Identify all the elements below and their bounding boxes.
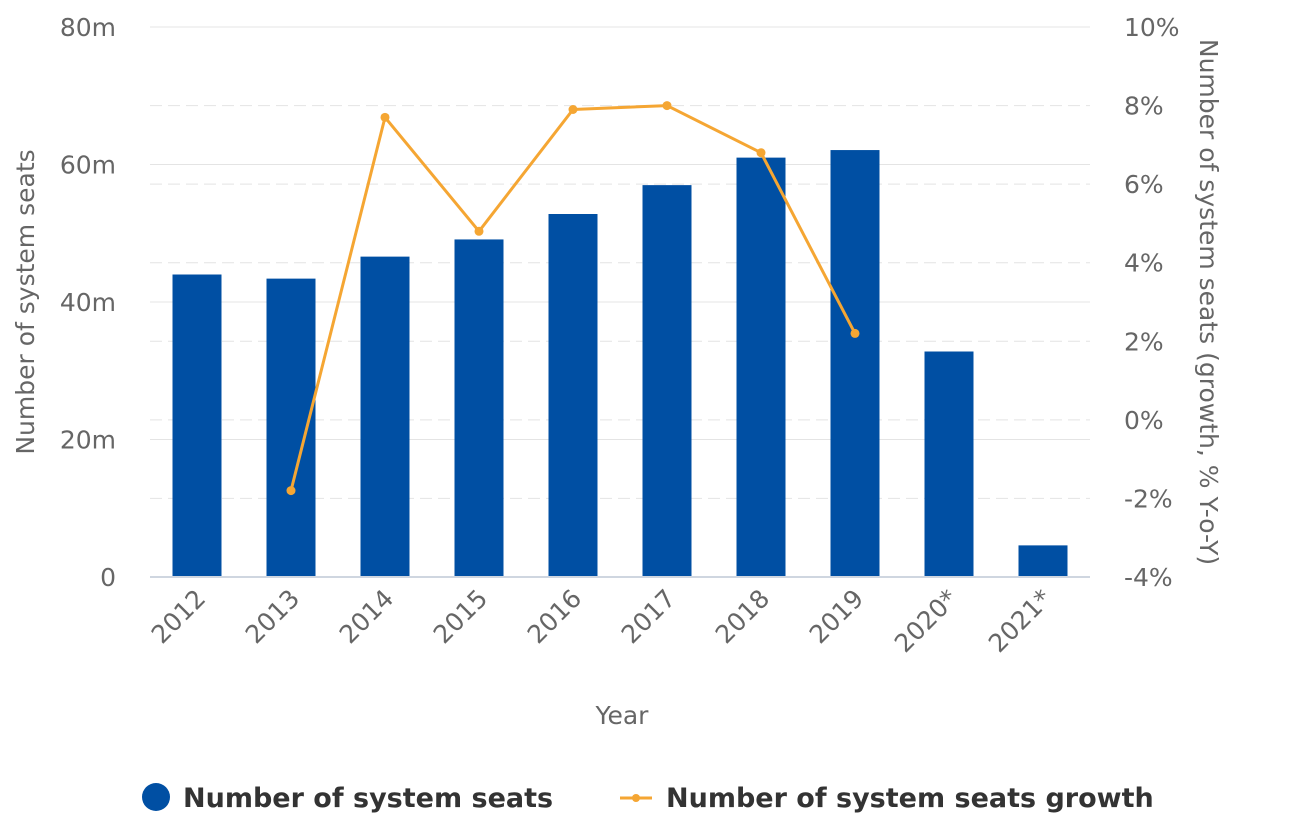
bar [830, 150, 880, 577]
growth-point [380, 112, 390, 122]
x-tick-label: 2019 [804, 584, 869, 649]
growth-point [662, 101, 672, 111]
x-tick-label: 2021* [983, 584, 1057, 658]
bar [454, 239, 504, 577]
y-tick-label-right: 2% [1124, 327, 1164, 356]
legend-label-line: Number of system seats growth [666, 783, 1154, 814]
y-tick-label-right: 0% [1124, 406, 1164, 435]
legend-marker-line-dot [632, 794, 640, 802]
growth-point [474, 226, 484, 236]
bar-series [172, 150, 1068, 577]
bar [642, 185, 692, 577]
y-axis-left-title: Number of system seats [11, 149, 40, 454]
x-tick-label: 2014 [334, 584, 399, 649]
bar [1018, 545, 1068, 577]
y-tick-label-right: -2% [1124, 484, 1173, 513]
y-tick-label-left: 80m [60, 13, 116, 42]
y-tick-label-right: 6% [1124, 170, 1164, 199]
bar [360, 256, 410, 577]
legend-marker-bars [142, 783, 170, 811]
legend-item-line[interactable]: Number of system seats growth [620, 783, 1154, 814]
x-tick-label: 2017 [616, 584, 681, 649]
bar [172, 274, 222, 577]
x-tick-label: 2018 [710, 584, 775, 649]
x-tick-label: 2015 [428, 584, 493, 649]
bar [736, 157, 786, 577]
y-tick-label-right: 4% [1124, 249, 1164, 278]
x-tick-label: 2013 [240, 584, 305, 649]
growth-point [286, 486, 296, 496]
x-axis-title: Year [595, 701, 650, 730]
y-tick-label-left: 20m [60, 426, 116, 455]
x-tick-label: 2012 [146, 584, 211, 649]
growth-point [756, 148, 766, 158]
y-tick-label-right: 10% [1124, 13, 1180, 42]
y-tick-label-left: 40m [60, 288, 116, 317]
y-tick-label-left: 0 [100, 563, 116, 592]
growth-point [568, 105, 578, 114]
legend-label-bars: Number of system seats [183, 783, 553, 814]
bar [924, 351, 974, 577]
x-tick-label: 2016 [522, 584, 587, 649]
growth-point [850, 328, 860, 338]
legend-item-bars[interactable]: Number of system seats [142, 783, 553, 814]
line-series [286, 101, 860, 496]
x-tick-label: 2020* [889, 584, 963, 658]
y-tick-label-right: 8% [1124, 92, 1164, 121]
y-tick-label-left: 60m [60, 151, 116, 180]
legend: Number of system seats Number of system … [142, 783, 1154, 814]
axes: 0 20m 40m 60m 80m -4% -2% 0% 2% 4% 6% 8% 10% 2012 2013… [60, 13, 1180, 658]
y-tick-label-right: -4% [1124, 563, 1173, 592]
bar [548, 214, 598, 577]
y-axis-right-title: Number of system seats (growth, % Y-o-Y) [1194, 39, 1223, 565]
